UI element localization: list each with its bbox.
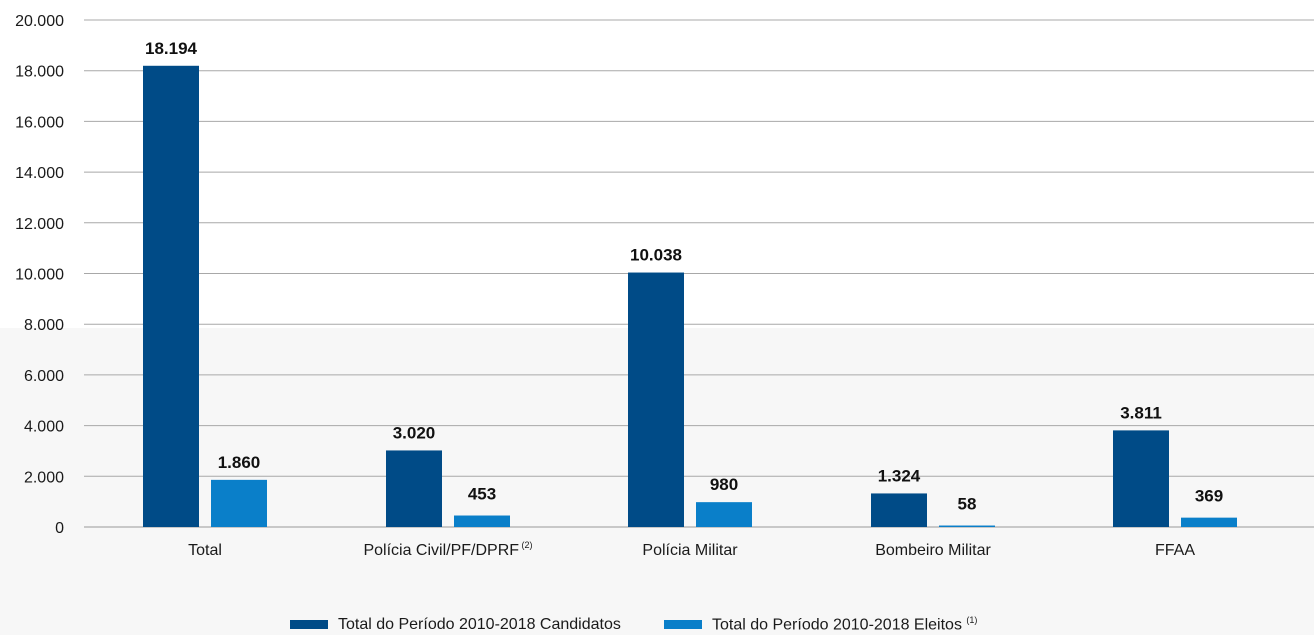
- y-tick-label: 8.000: [24, 317, 64, 334]
- bar: [871, 493, 927, 527]
- bar: [1181, 517, 1237, 527]
- data-label: 453: [468, 485, 496, 504]
- y-tick-label: 18.000: [15, 64, 64, 81]
- data-label: 369: [1195, 487, 1223, 506]
- y-tick-label: 20.000: [15, 13, 64, 30]
- data-label: 3.020: [393, 423, 436, 442]
- x-tick-label: FFAA: [1155, 542, 1195, 559]
- legend: Total do Período 2010-2018 Candidatos To…: [0, 614, 1314, 635]
- legend-label-eleitos-wrap: Total do Período 2010-2018 Eleitos (1): [712, 615, 977, 634]
- legend-label-candidatos: Total do Período 2010-2018 Candidatos: [338, 615, 621, 633]
- bar: [143, 65, 199, 527]
- data-label: 10.038: [630, 246, 682, 265]
- data-label: 3.811: [1120, 403, 1162, 422]
- legend-label-eleitos-superscript: (1): [966, 614, 978, 625]
- x-tick-label: Total: [188, 542, 222, 559]
- bar: [1113, 430, 1169, 527]
- bar: [696, 502, 752, 527]
- legend-item-candidatos: Total do Período 2010-2018 Candidatos: [290, 614, 621, 635]
- y-tick-label: 4.000: [24, 419, 64, 436]
- bar: [386, 450, 442, 527]
- data-label: 1.324: [878, 466, 921, 485]
- data-label: 18.194: [145, 39, 198, 58]
- legend-item-eleitos: Total do Período 2010-2018 Eleitos (1): [664, 614, 977, 635]
- x-tick-label: Polícia Civil/PF/DPRF (2): [363, 540, 532, 559]
- y-tick-label: 10.000: [15, 267, 64, 284]
- y-tick-label: 0: [55, 520, 64, 537]
- legend-swatch-candidatos: [290, 620, 328, 629]
- y-tick-label: 12.000: [15, 216, 64, 233]
- y-tick-label: 14.000: [15, 165, 64, 182]
- data-label: 58: [958, 495, 977, 514]
- bar-chart: 0 2.000 4.000 6.000 8.000 10.000 12.000 14.000 1…: [15, 13, 1314, 559]
- legend-swatch-eleitos: [664, 620, 702, 629]
- y-tick-label: 2.000: [24, 469, 64, 486]
- y-tick-label: 6.000: [24, 368, 64, 385]
- legend-label-eleitos: Total do Período 2010-2018 Eleitos: [712, 616, 962, 634]
- data-label: 980: [710, 475, 738, 494]
- bar: [211, 479, 267, 527]
- x-tick-label: Polícia Militar: [642, 542, 738, 559]
- bar: [628, 272, 684, 527]
- x-tick-label: Bombeiro Militar: [875, 542, 991, 559]
- x-tick-superscript: (2): [519, 540, 533, 550]
- data-label: 1.860: [218, 453, 261, 472]
- y-tick-label: 16.000: [15, 114, 64, 131]
- bar: [454, 515, 510, 527]
- bar: [939, 525, 995, 527]
